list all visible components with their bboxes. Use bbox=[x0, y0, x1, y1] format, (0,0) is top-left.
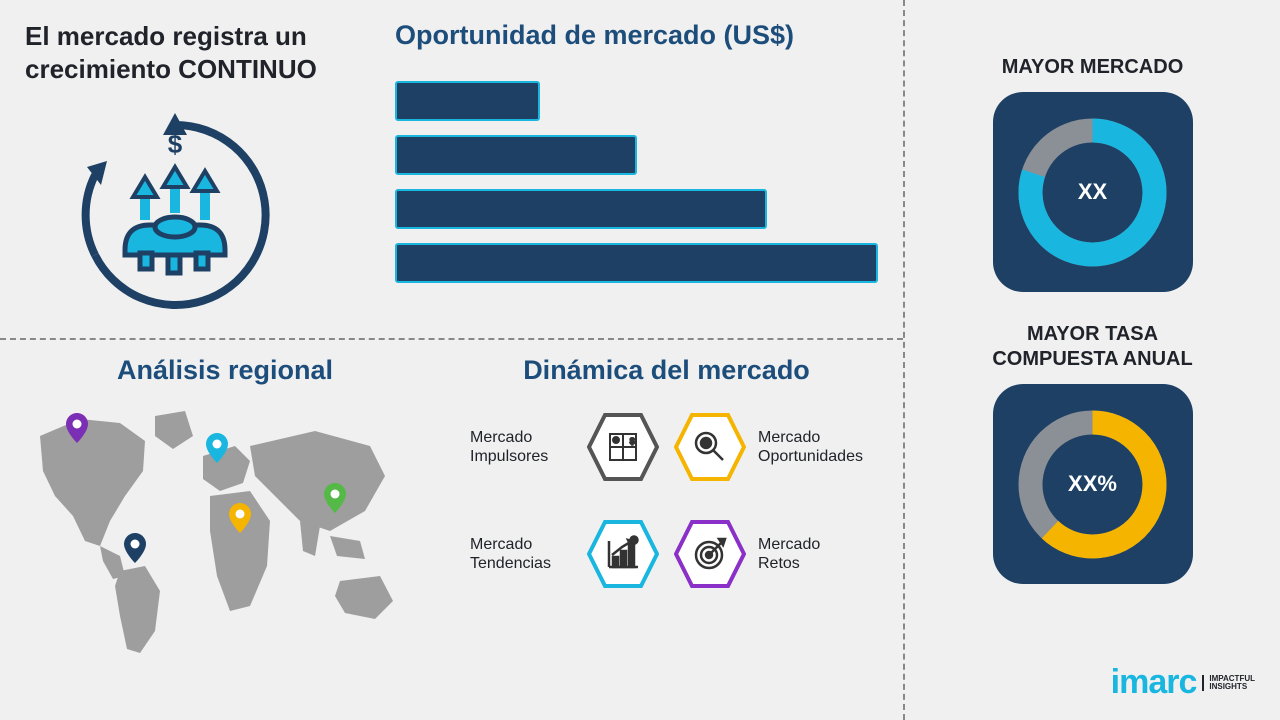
map-pin-2 bbox=[206, 433, 228, 463]
growth-title: El mercado registra un crecimiento CONTI… bbox=[25, 20, 385, 85]
dynamics-label: MercadoOportunidades bbox=[758, 428, 863, 466]
kpi-title: MAYOR TASACOMPUESTA ANUAL bbox=[915, 322, 1270, 372]
dynamics-title: Dinámica del mercado bbox=[455, 355, 878, 386]
opportunity-bar-2 bbox=[395, 189, 767, 229]
growth-title-line1: El mercado registra un bbox=[25, 21, 307, 51]
world-map bbox=[25, 401, 415, 661]
dynamics-hex-icon: $ bbox=[674, 411, 746, 483]
dynamics-item-0: MercadoImpulsores $ bbox=[455, 411, 659, 483]
dynamics-item-1: $ MercadoOportunidades bbox=[674, 411, 878, 483]
opportunity-bar-0 bbox=[395, 81, 540, 121]
bottom-section: Análisis regional bbox=[0, 340, 903, 720]
dynamics-grid: MercadoImpulsores $ $ MercadoOportunidades M… bbox=[455, 411, 878, 590]
logo-main: imarc bbox=[1111, 663, 1197, 702]
right-panel: MAYOR MERCADO XX MAYOR TASACOMPUESTA ANUAL… bbox=[905, 0, 1280, 720]
growth-title-line2: crecimiento CONTINUO bbox=[25, 54, 317, 84]
dynamics-hex-icon: $ bbox=[587, 518, 659, 590]
dynamics-hex-icon: $ bbox=[587, 411, 659, 483]
map-pin-3 bbox=[229, 503, 251, 533]
growth-cycle-icon: $ bbox=[65, 105, 285, 325]
regional-block: Análisis regional bbox=[25, 355, 425, 705]
opportunity-bar-1 bbox=[395, 135, 637, 175]
dynamics-label: MercadoImpulsores bbox=[470, 428, 575, 466]
svg-text:$: $ bbox=[630, 437, 635, 446]
kpi-block-1: MAYOR TASACOMPUESTA ANUAL XX% bbox=[915, 322, 1270, 584]
kpi-block-0: MAYOR MERCADO XX bbox=[915, 55, 1270, 292]
opportunity-bar-chart bbox=[395, 81, 878, 283]
top-section: El mercado registra un crecimiento CONTI… bbox=[0, 0, 903, 340]
kpi-card: XX bbox=[993, 92, 1193, 292]
svg-text:$: $ bbox=[704, 439, 709, 448]
logo-sub: IMPACTFUL INSIGHTS bbox=[1202, 675, 1255, 691]
map-pin-4 bbox=[324, 483, 346, 513]
donut-chart: XX bbox=[1015, 115, 1170, 270]
opportunity-bar-3 bbox=[395, 243, 878, 283]
map-pin-0 bbox=[66, 413, 88, 443]
dynamics-label: MercadoTendencias bbox=[470, 535, 575, 573]
dynamics-item-3: MercadoRetos bbox=[674, 518, 878, 590]
donut-value: XX% bbox=[1015, 407, 1170, 562]
dynamics-hex-icon bbox=[674, 518, 746, 590]
map-pin-1 bbox=[124, 533, 146, 563]
svg-text:$: $ bbox=[168, 129, 183, 159]
kpi-card: XX% bbox=[993, 384, 1193, 584]
dynamics-label: MercadoRetos bbox=[758, 535, 863, 573]
donut-value: XX bbox=[1015, 115, 1170, 270]
kpi-title: MAYOR MERCADO bbox=[915, 55, 1270, 80]
donut-chart: XX% bbox=[1015, 407, 1170, 562]
dynamics-item-2: MercadoTendencias $ bbox=[455, 518, 659, 590]
dynamics-block: Dinámica del mercado MercadoImpulsores$$… bbox=[425, 355, 878, 705]
regional-title: Análisis regional bbox=[25, 355, 425, 386]
infographic-root: El mercado registra un crecimiento CONTI… bbox=[0, 0, 1280, 720]
kpi-container: MAYOR MERCADO XX MAYOR TASACOMPUESTA ANUAL… bbox=[915, 55, 1270, 584]
growth-block: El mercado registra un crecimiento CONTI… bbox=[25, 20, 385, 328]
opportunity-title: Oportunidad de mercado (US$) bbox=[395, 20, 878, 51]
opportunity-block: Oportunidad de mercado (US$) bbox=[385, 20, 878, 328]
left-panel: El mercado registra un crecimiento CONTI… bbox=[0, 0, 905, 720]
logo: imarc IMPACTFUL INSIGHTS bbox=[1111, 663, 1255, 702]
